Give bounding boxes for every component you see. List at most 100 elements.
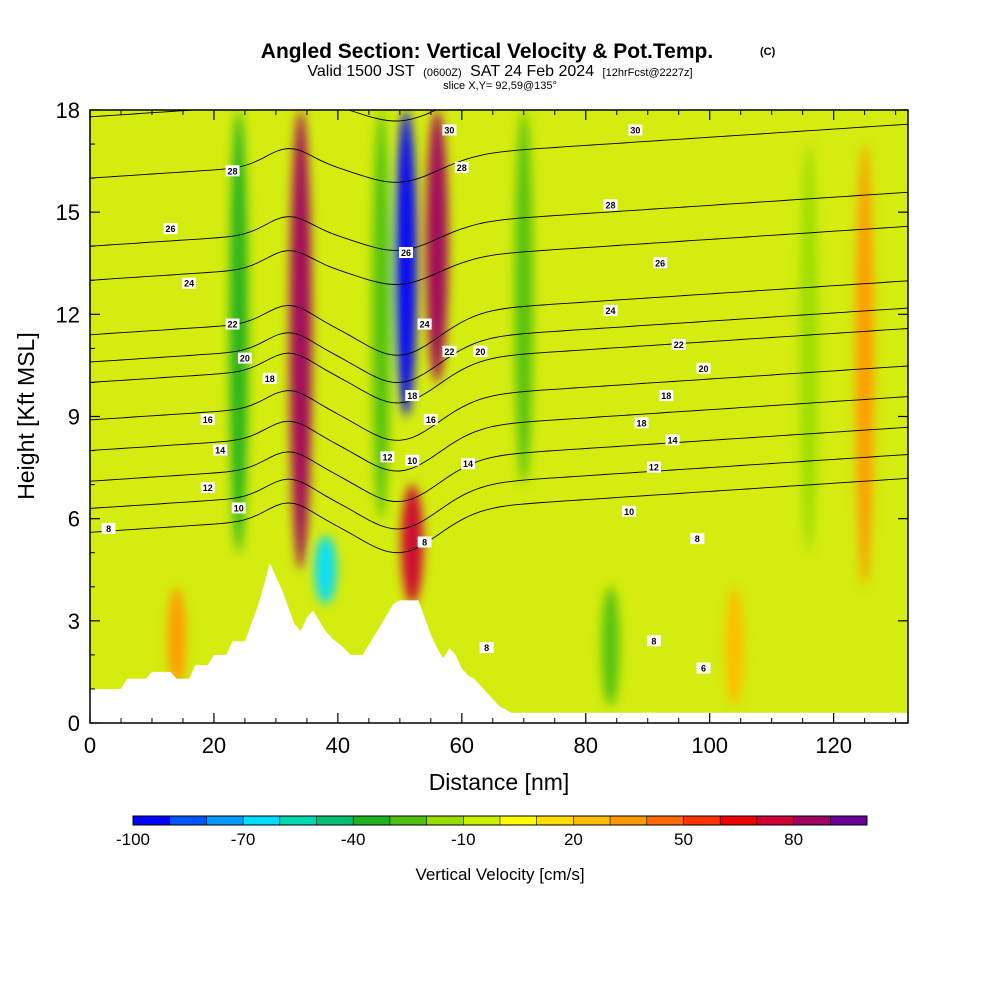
colorbar-tick-label: -70 (231, 830, 256, 849)
contour-label: 30 (628, 124, 643, 136)
velocity-feature-updraft (401, 484, 424, 604)
contour-label: 28 (454, 161, 469, 173)
contour-label: 26 (399, 247, 414, 259)
subtitle-fcst: [12hrFcst@2227z] (603, 67, 693, 79)
colorbar-swatch (500, 816, 538, 825)
colorbar-swatch (389, 816, 428, 825)
y-axis: 0 3 6 9 12 15 18 (56, 98, 908, 736)
contour-label: 14 (213, 444, 228, 456)
y-tick-label: 6 (68, 507, 80, 532)
svg-text:20: 20 (475, 347, 485, 357)
contour-label: 30 (442, 124, 457, 136)
svg-text:8: 8 (106, 524, 111, 534)
velocity-feature-updraft (426, 110, 449, 383)
theta-isoline-18 (90, 328, 908, 404)
velocity-feature-sinking (229, 110, 248, 553)
svg-text:26: 26 (655, 258, 665, 268)
svg-text:30: 30 (630, 125, 640, 135)
contour-label: 12 (646, 461, 661, 473)
colorbar-swatch (279, 816, 317, 825)
x-tick-label: 120 (815, 733, 852, 758)
colorbar-tick-label: -40 (341, 830, 366, 849)
contour-label: 22 (225, 318, 240, 330)
colorbar-swatch (169, 816, 207, 825)
svg-text:22: 22 (674, 340, 684, 350)
colorbar-swatch (573, 816, 611, 825)
y-tick-label: 15 (56, 200, 80, 225)
theta-isoline-14 (90, 396, 908, 472)
contour-label: 16 (200, 413, 215, 425)
x-axis-label: Distance [nm] (429, 769, 570, 795)
svg-text:22: 22 (228, 320, 238, 330)
svg-text:30: 30 (444, 125, 454, 135)
x-tick-label: 100 (691, 733, 728, 758)
svg-text:14: 14 (215, 446, 225, 456)
x-tick-label: 80 (574, 733, 598, 758)
y-axis-label: Height [Kft MSL] (13, 332, 39, 499)
contour-label: 8 (101, 522, 116, 534)
chart-title-mark: (C) (760, 46, 776, 58)
svg-text:8: 8 (651, 636, 656, 646)
colorbar-swatch (683, 816, 721, 825)
velocity-feature-rising (855, 144, 874, 587)
colorbar: -100 -70 -40 -10 20 50 80 (116, 815, 868, 849)
colorbar-tick-label: 50 (674, 830, 693, 849)
svg-text:24: 24 (184, 279, 194, 289)
colorbar-tick-label: -100 (116, 830, 150, 849)
svg-text:18: 18 (265, 374, 275, 384)
contour-label: 10 (405, 454, 420, 466)
y-tick-label: 9 (68, 405, 80, 430)
x-axis: 0 20 40 60 80 100 120 (84, 110, 897, 758)
contour-label: 10 (622, 505, 637, 517)
contour-label: 20 (696, 362, 711, 374)
contour-label: 18 (634, 417, 649, 429)
contour-labels: 8 10 12 14 16 18 20 22 24 26 28 30 28 26 24 22 20 18 16 14 1… (101, 124, 711, 674)
colorbar-label: Vertical Velocity [cm/s] (415, 865, 584, 884)
svg-text:10: 10 (234, 503, 244, 513)
colorbar-swatch (830, 816, 868, 825)
y-tick-label: 3 (68, 609, 80, 634)
svg-text:14: 14 (668, 435, 678, 445)
svg-text:26: 26 (166, 224, 176, 234)
svg-text:12: 12 (203, 483, 213, 493)
velocity-feature-sinking (372, 110, 391, 519)
colorbar-swatch (793, 816, 831, 825)
svg-text:16: 16 (203, 415, 213, 425)
contour-label: 16 (423, 413, 438, 425)
contour-label: 22 (671, 338, 686, 350)
velocity-feature-sinking (514, 110, 533, 485)
contour-label: 20 (237, 352, 252, 364)
velocity-feature-rising (167, 586, 186, 689)
theta-isoline-20 (90, 307, 908, 383)
colorbar-swatch (646, 816, 684, 825)
contour-label: 8 (690, 533, 705, 545)
svg-text:28: 28 (457, 163, 467, 173)
svg-text:10: 10 (407, 456, 417, 466)
contour-label: 24 (182, 277, 197, 289)
velocity-feature-downdraft (314, 535, 337, 604)
contour-label: 14 (461, 458, 476, 470)
svg-text:8: 8 (484, 643, 489, 653)
colorbar-swatch (756, 816, 795, 825)
plot-background (90, 110, 908, 723)
contour-label: 8 (417, 536, 432, 548)
contour-label: 28 (225, 165, 240, 177)
contour-label: 18 (405, 390, 420, 402)
contour-label: 18 (262, 373, 277, 385)
velocity-feature-sinking (601, 586, 620, 706)
plot-area: 8 10 12 14 16 18 20 22 24 26 28 30 28 26 24 22 20 18 16 14 1… (90, 110, 908, 723)
theta-isolines (90, 110, 908, 554)
theta-isoline-10 (90, 454, 908, 530)
theta-isoline-16 (90, 365, 908, 441)
svg-text:20: 20 (698, 364, 708, 374)
y-tick-label: 18 (56, 98, 80, 123)
svg-text:22: 22 (444, 347, 454, 357)
subtitle-date: SAT 24 Feb 2024 (470, 63, 594, 80)
colorbar-tick-label: 80 (784, 830, 803, 849)
svg-text:28: 28 (606, 200, 616, 210)
contour-label: 12 (380, 451, 395, 463)
x-tick-label: 40 (326, 733, 350, 758)
svg-text:20: 20 (240, 354, 250, 364)
x-tick-label: 60 (450, 733, 474, 758)
